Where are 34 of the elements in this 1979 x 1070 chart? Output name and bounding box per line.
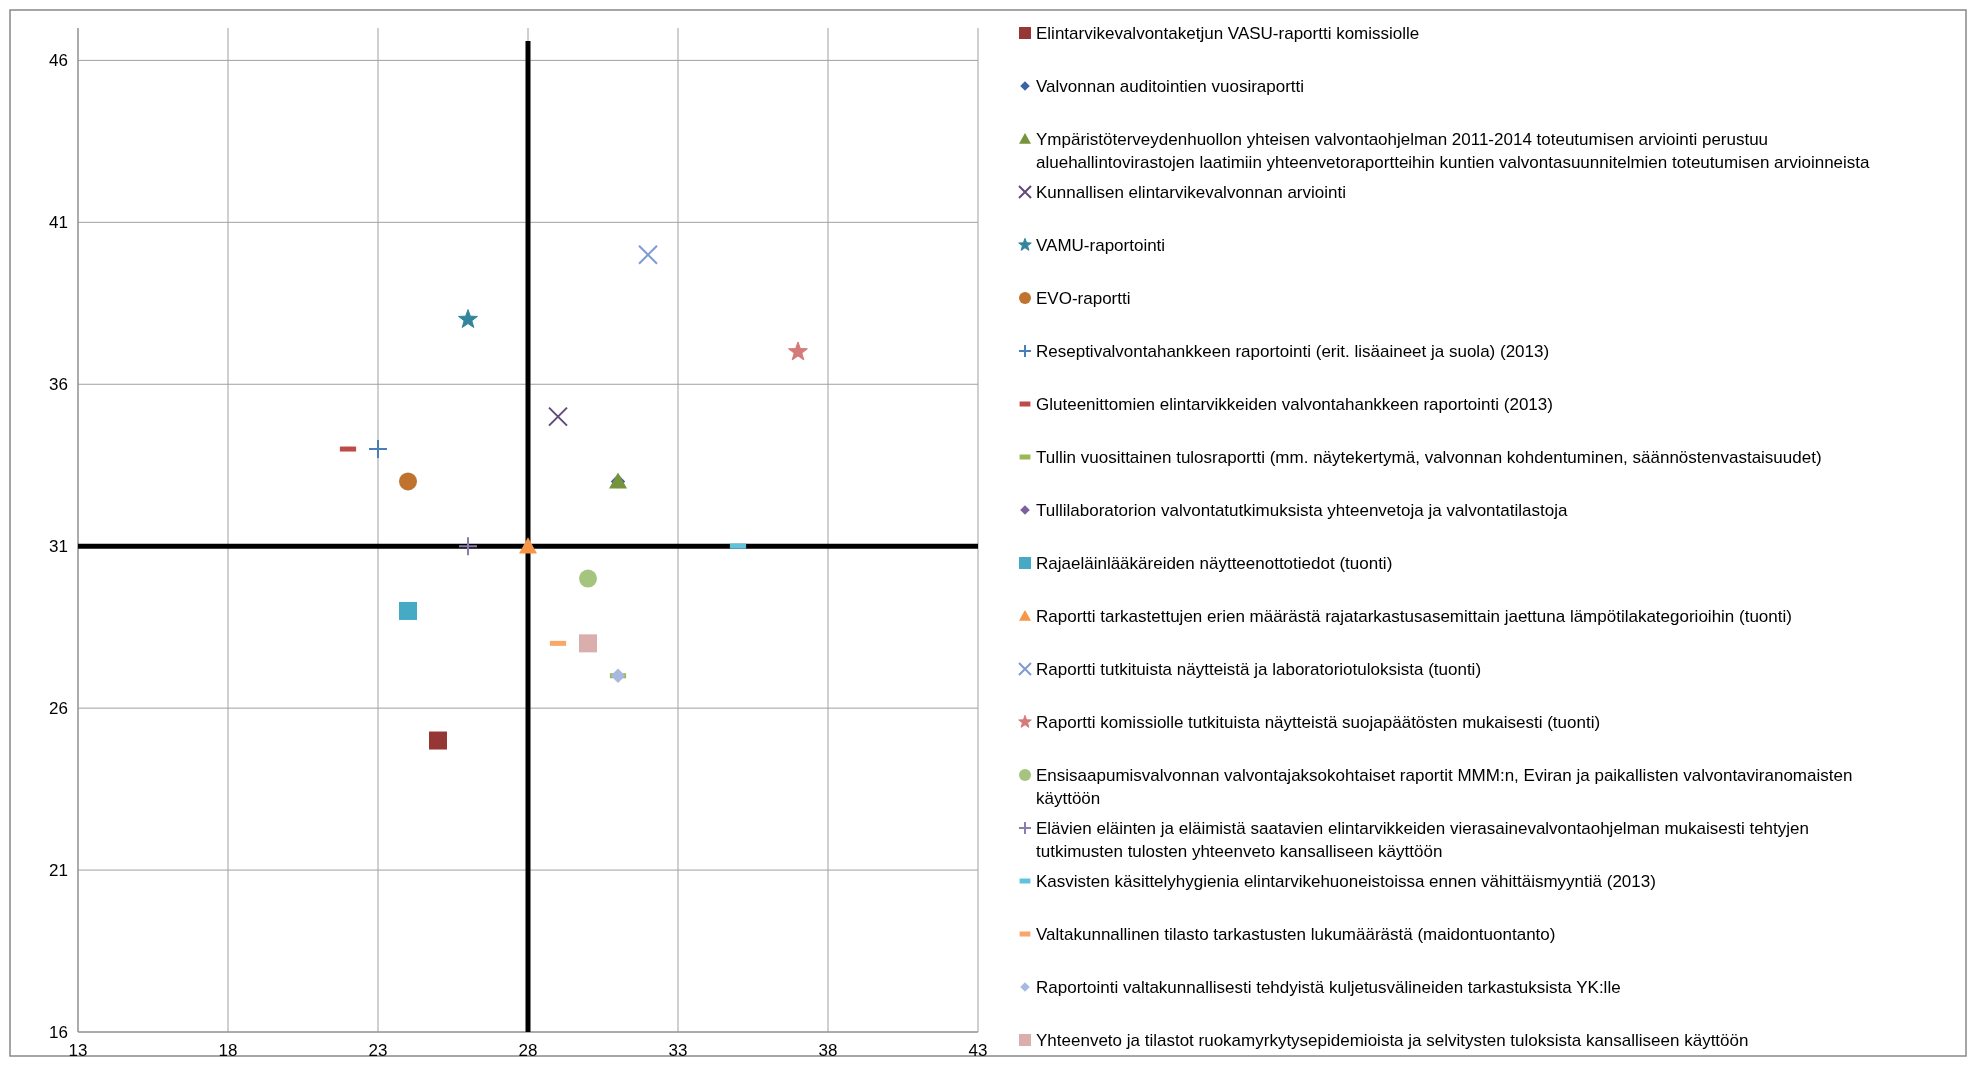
x-tick-label: 43 xyxy=(968,1041,988,1060)
legend-label: Raportti komissiolle tutkituista näytteistä suojapäätösten mukaisesti (tuonti) xyxy=(1036,713,1601,732)
legend-label: Yhteenveto ja tilastot ruokamyrkytysepidemioista ja selvitysten tuloksista kansalliseen käyttöön xyxy=(1036,1031,1749,1050)
legend-label: Raportti tutkituista näytteistä ja laboratoriotuloksista (tuonti) xyxy=(1036,660,1482,679)
legend-label: VAMU-raportointi xyxy=(1036,236,1166,255)
y-tick-label: 31 xyxy=(49,537,68,557)
legend-label: Ympäristöterveydenhuollon yhteisen valvontaohjelman 2011-2014 toteutumisen arviointi perustuu aluehallintovirastojen laatimiin yhteenvetoraportteihin kuntien valvontasuunnitelmien toteutumisen arvioinneista xyxy=(1036,130,1871,172)
legend-label: Valvonnan auditointien vuosiraportti xyxy=(1036,77,1305,96)
y-tick-label: 46 xyxy=(49,51,68,71)
legend-label: EVO-raportti xyxy=(1036,289,1131,308)
legend-label: Kasvisten käsittelyhygienia elintarvikehuoneistoissa ennen vähittäismyyntiä (2013) xyxy=(1036,872,1656,891)
legend-label: Elävien eläinten ja eläimistä saatavien elintarvikkeiden vierasainevalvontaohjelman mukaisesti tehtyjen tutkimusten tulosten yhteenveto kansalliseen käyttöön xyxy=(1036,819,1809,861)
y-tick-label: 41 xyxy=(49,213,68,233)
legend-label: Reseptivalvontahankkeen raportointi (erit. lisäaineet ja suola) (2013) xyxy=(1036,342,1550,361)
legend-label: Tullilaboratorion valvontatutkimuksista yhteenvetoja ja valvontatilastoja xyxy=(1036,501,1568,520)
legend-label: Elintarvikevalvontaketjun VASU-raportti komissiolle xyxy=(1036,24,1420,43)
legend-label: Raportti tarkastettujen erien määrästä rajatarkastusasemittain jaettuna lämpötilakategorioihin (tuonti) xyxy=(1036,607,1792,626)
y-tick-label: 21 xyxy=(49,861,68,881)
legend-label: Kunnallisen elintarvikevalvonnan arviointi xyxy=(1036,183,1346,202)
y-tick-label: 26 xyxy=(49,699,68,719)
legend-label: Ensisaapumisvalvonnan valvontajaksokohtaiset raportit MMM:n, Eviran ja paikallisten valvontaviranomaisten käyttöön xyxy=(1036,766,1853,808)
legend-label: Valtakunnallinen tilasto tarkastusten lukumäärästä (maidontuontanto) xyxy=(1036,925,1556,944)
legend-label: Gluteenittomien elintarvikkeiden valvontahankkeen raportointi (2013) xyxy=(1036,395,1553,414)
y-tick-label: 36 xyxy=(49,375,68,395)
legend-label: Tullin vuosittainen tulosraportti (mm. näytekertymä, valvonnan kohdentuminen, säännöstenvastaisuudet) xyxy=(1036,448,1822,467)
x-tick-label: 28 xyxy=(518,1041,538,1060)
legend-label: Rajaeläinlääkäreiden näytteenottotiedot (tuonti) xyxy=(1036,554,1393,573)
x-tick-label: 23 xyxy=(368,1041,388,1060)
legend-label: Raportointi valtakunnallisesti tehdyistä kuljetusvälineiden tarkastuksista YK:lle xyxy=(1036,978,1621,997)
x-tick-label: 33 xyxy=(668,1041,688,1060)
x-tick-label: 13 xyxy=(68,1041,88,1060)
x-tick-label: 38 xyxy=(818,1041,838,1060)
x-tick-label: 18 xyxy=(218,1041,238,1060)
y-tick-label: 16 xyxy=(49,1023,68,1042)
